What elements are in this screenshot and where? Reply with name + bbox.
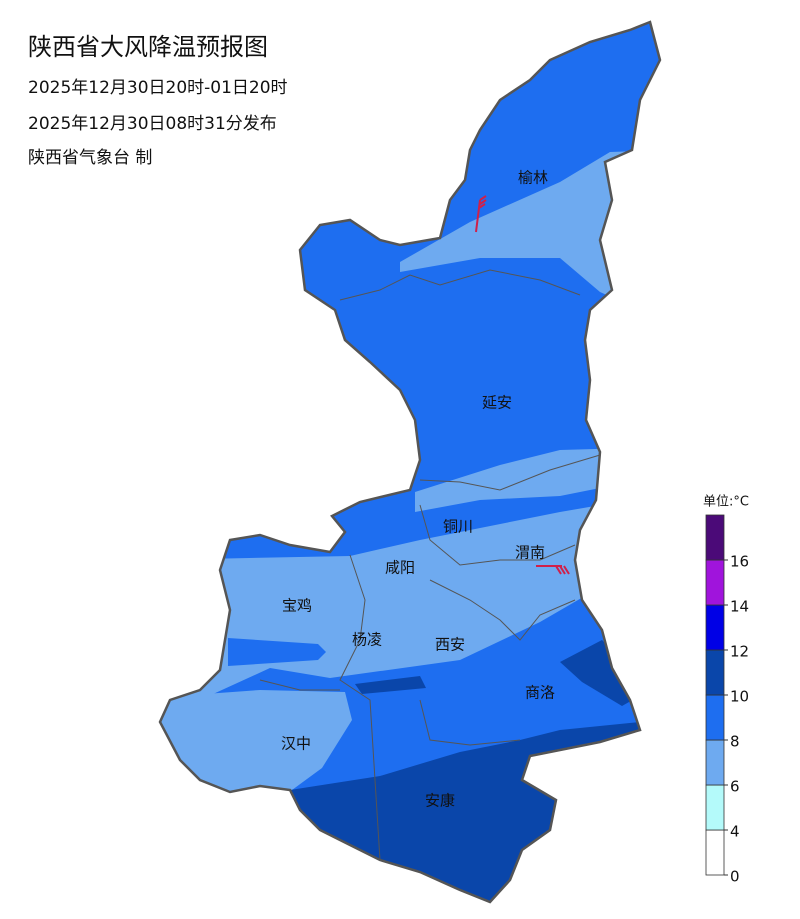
map-title: 陕西省大风降温预报图 [28, 33, 268, 61]
city-label: 西安 [435, 636, 465, 654]
legend-tick-label: 16 [730, 553, 749, 571]
issue-time: 2025年12月30日08时31分发布 [28, 114, 277, 134]
legend-tick-label: 0 [730, 868, 740, 886]
city-label: 安康 [425, 792, 455, 810]
city-label: 汉中 [281, 735, 311, 753]
city-label: 铜川 [443, 518, 473, 536]
legend: 0 4 6 8 10 12 14 16 [705, 514, 749, 886]
legend-tick-label: 8 [730, 733, 740, 751]
legend-swatch [705, 514, 725, 561]
forecast-period: 2025年12月30日20时-01日20时 [28, 78, 288, 98]
legend-swatch [705, 559, 725, 606]
legend-swatch [705, 694, 725, 741]
issuer: 陕西省气象台 制 [28, 148, 152, 168]
legend-tick-label: 6 [730, 778, 740, 796]
legend-tick-label: 10 [730, 688, 749, 706]
legend-tick-label: 12 [730, 643, 749, 661]
legend-swatch [705, 784, 725, 831]
city-label: 宝鸡 [282, 597, 312, 615]
legend-unit: 单位:°C [703, 495, 749, 510]
city-label: 杨凌 [352, 631, 382, 649]
city-label: 渭南 [515, 544, 545, 562]
district-borders [259, 269, 601, 861]
city-label: 咸阳 [385, 559, 415, 577]
legend-swatch [705, 604, 725, 651]
legend-tick-label: 14 [730, 598, 749, 616]
city-label: 商洛 [525, 684, 555, 702]
legend-swatch [705, 649, 725, 696]
city-label: 榆林 [518, 169, 548, 187]
legend-swatch [705, 829, 725, 876]
legend-swatch [705, 739, 725, 786]
wind-symbols [475, 195, 570, 575]
city-label: 延安 [482, 394, 512, 412]
legend-tick-label: 4 [730, 823, 740, 841]
